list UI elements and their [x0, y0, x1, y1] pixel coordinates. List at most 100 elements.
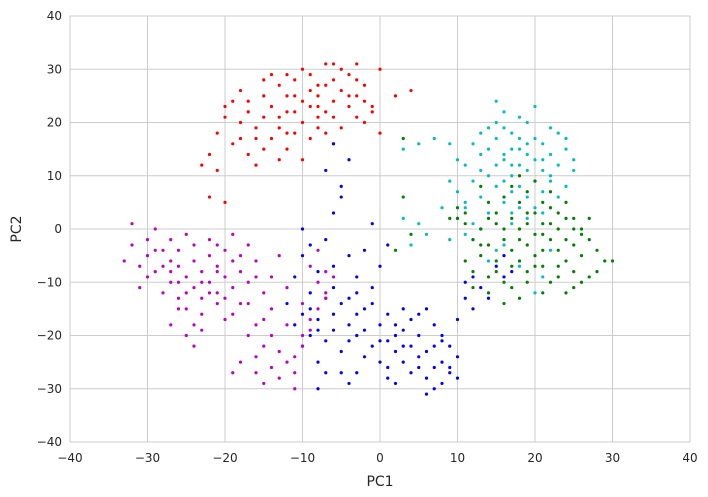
scatter-point	[409, 243, 413, 247]
scatter-point	[176, 248, 181, 252]
scatter-series	[285, 142, 514, 396]
scatter-point	[207, 152, 212, 157]
scatter-point	[548, 248, 553, 252]
scatter-point	[455, 317, 460, 322]
scatter-point	[308, 307, 312, 311]
scatter-point	[541, 142, 545, 146]
scatter-point	[471, 270, 475, 274]
scatter-point	[479, 254, 483, 258]
scatter-point	[324, 270, 328, 274]
scatter-point	[448, 238, 452, 242]
scatter-point	[293, 371, 297, 375]
x-tick-label: −10	[290, 451, 315, 465]
scatter-point	[494, 211, 498, 215]
y-tick-label: 30	[47, 62, 62, 76]
scatter-point	[533, 179, 537, 183]
scatter-point	[347, 72, 351, 77]
scatter-point	[308, 104, 312, 109]
scatter-point	[572, 158, 576, 162]
scatter-point	[246, 333, 250, 338]
scatter-point	[510, 163, 514, 167]
scatter-point	[572, 270, 576, 274]
scatter-point	[463, 206, 467, 210]
scatter-point	[548, 174, 553, 178]
scatter-point	[262, 344, 266, 348]
scatter-point	[502, 195, 506, 199]
scatter-point	[502, 301, 506, 306]
scatter-point	[378, 131, 382, 135]
scatter-point	[316, 104, 320, 109]
scatter-point	[424, 349, 429, 354]
scatter-point	[455, 376, 460, 380]
scatter-point	[541, 275, 545, 279]
scatter-point	[300, 333, 305, 338]
scatter-point	[525, 270, 529, 274]
scatter-point	[316, 126, 320, 130]
scatter-point	[169, 238, 173, 242]
scatter-point	[293, 387, 297, 391]
scatter-point	[347, 254, 351, 258]
scatter-point	[572, 227, 576, 231]
scatter-point	[386, 376, 390, 380]
scatter-point	[463, 163, 467, 167]
scatter-point	[510, 216, 514, 220]
scatter-point	[533, 136, 537, 141]
scatter-point	[502, 280, 506, 284]
scatter-point	[269, 136, 274, 141]
scatter-point	[471, 142, 475, 146]
scatter-point	[533, 264, 537, 268]
scatter-point	[564, 238, 568, 242]
scatter-point	[324, 83, 328, 87]
scatter-point	[231, 142, 235, 146]
scatter-point	[293, 275, 297, 279]
scatter-point	[548, 238, 553, 242]
scatter-point	[471, 307, 475, 311]
scatter-point	[300, 312, 305, 316]
scatter-point	[401, 136, 405, 141]
scatter-point	[479, 227, 483, 231]
scatter-point	[510, 248, 514, 252]
scatter-point	[130, 222, 134, 226]
scatter-point	[339, 184, 343, 188]
scatter-point	[378, 323, 382, 327]
scatter-point	[486, 291, 491, 295]
scatter-point	[339, 67, 343, 71]
scatter-point	[564, 216, 568, 220]
scatter-series	[122, 222, 336, 391]
scatter-point	[471, 222, 475, 226]
scatter-point	[324, 371, 328, 375]
scatter-point	[455, 158, 460, 162]
scatter-point	[316, 387, 320, 391]
scatter-point	[355, 94, 359, 98]
scatter-point	[517, 296, 522, 300]
scatter-point	[246, 301, 250, 306]
scatter-point	[471, 285, 475, 290]
scatter-point	[556, 195, 560, 199]
scatter-point	[355, 62, 359, 66]
scatter-point	[246, 280, 250, 284]
scatter-point	[494, 270, 498, 274]
x-axis-label: PC1	[366, 474, 393, 490]
scatter-point	[300, 254, 305, 258]
scatter-point	[486, 211, 491, 215]
scatter-point	[564, 184, 568, 188]
scatter-point	[316, 307, 320, 311]
scatter-point	[579, 232, 584, 236]
scatter-point	[401, 328, 405, 332]
scatter-point	[409, 232, 413, 236]
scatter-point	[262, 94, 266, 98]
scatter-point	[455, 355, 460, 359]
scatter-point	[138, 285, 142, 290]
scatter-point	[572, 168, 576, 173]
scatter-point	[254, 259, 258, 263]
scatter-point	[362, 307, 367, 311]
scatter-point	[308, 72, 312, 77]
scatter-point	[417, 355, 421, 359]
scatter-point	[393, 349, 398, 354]
scatter-point	[424, 307, 429, 311]
scatter-point	[378, 360, 382, 364]
scatter-point	[370, 110, 374, 114]
scatter-point	[510, 174, 514, 178]
scatter-point	[347, 94, 351, 98]
scatter-point	[339, 371, 343, 375]
